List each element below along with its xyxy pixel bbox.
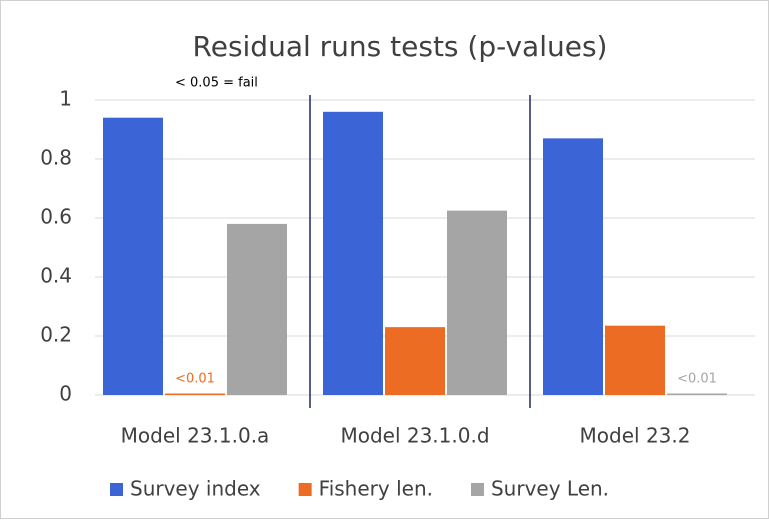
annotation: < 0.05 = fail [175,76,258,91]
bar [605,325,665,395]
chart-title: Residual runs tests (p-values) [193,30,608,63]
legend-swatch [110,483,123,496]
value-label: <0.01 [677,372,717,387]
legend-label: Survey index [130,477,261,501]
value-label: <0.01 [175,372,215,387]
y-tick-label: 0.2 [40,323,72,347]
bar [165,393,225,395]
y-tick-label: 0 [59,382,72,406]
y-tick-label: 0.4 [40,264,72,288]
bar [323,111,383,396]
x-tick-label: Model 23.1.0.a [121,424,270,448]
bar [447,210,507,395]
bar [543,138,603,395]
legend-swatch [470,483,484,496]
bar [227,223,287,395]
bar [385,327,445,395]
y-tick-label: 1 [59,87,72,111]
legend-label: Fishery len. [319,477,433,501]
y-tick-label: 0.8 [40,146,72,170]
legend-swatch [298,483,312,496]
y-tick-label: 0.6 [40,205,72,229]
legend-label: Survey Len. [491,477,609,501]
x-tick-label: Model 23.2 [580,424,691,448]
x-tick-label: Model 23.1.0.d [340,424,489,448]
bar [103,117,163,395]
bar [667,393,727,395]
